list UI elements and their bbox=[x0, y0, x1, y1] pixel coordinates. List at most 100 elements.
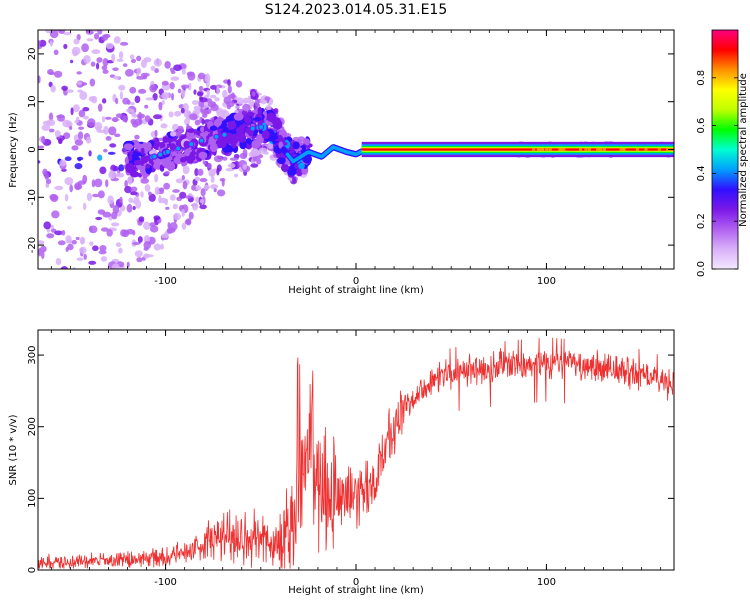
colorbar: 0.0 0.2 0.4 0.6 0.8 Normalized spectral ampl… bbox=[696, 29, 749, 277]
spectrogram-cell bbox=[136, 75, 146, 80]
spectrogram-cell bbox=[101, 116, 106, 123]
spectrogram-cell bbox=[60, 22, 68, 29]
spectrogram-ridge-cell bbox=[294, 163, 300, 169]
spectrogram-cell bbox=[130, 58, 137, 64]
spectrogram-cell bbox=[90, 61, 96, 67]
snr-x-tick-label: 100 bbox=[537, 577, 556, 588]
spectrogram-cell bbox=[138, 111, 142, 121]
spectrogram-cell bbox=[169, 194, 176, 201]
spectrogram-cell bbox=[76, 257, 84, 261]
spectrogram-cell bbox=[161, 100, 165, 105]
spectrogram-cell bbox=[99, 244, 107, 252]
spectrogram-cell bbox=[170, 76, 180, 81]
spectrogram-cell bbox=[42, 0, 50, 3]
spectrogram-cell bbox=[57, 240, 66, 246]
spectrogram-cell bbox=[129, 54, 135, 60]
spectrogram-cell bbox=[49, 30, 59, 39]
spectrogram-cell bbox=[41, 124, 51, 132]
spectrogram-cell bbox=[227, 93, 236, 99]
spectrogram-cell bbox=[90, 287, 93, 294]
colorbar-gradient bbox=[712, 30, 738, 269]
spectrogram-cell bbox=[96, 57, 103, 63]
spectrogram-cell bbox=[106, 229, 113, 237]
spectrogram-cell bbox=[194, 185, 202, 191]
spectrogram-cell bbox=[38, 240, 45, 245]
spectrogram-peak-cell bbox=[157, 151, 164, 158]
spectrogram-carrier-speck bbox=[602, 148, 606, 151]
spectrogram-carrier-speck bbox=[558, 148, 562, 151]
spectrogram-cell bbox=[104, 116, 112, 120]
spectrogram-ridge-cell bbox=[257, 106, 262, 116]
spectrogram-carrier-speck bbox=[561, 148, 565, 151]
spectrogram-cell bbox=[101, 65, 108, 71]
spectrogram-cell bbox=[66, 89, 74, 93]
spectrogram-cell bbox=[45, 183, 50, 188]
spectrogram-cell bbox=[169, 222, 178, 231]
spectrogram-cell bbox=[92, 193, 100, 198]
spectrogram-cell bbox=[71, 145, 79, 151]
spectrogram-cell bbox=[214, 97, 220, 102]
spectrogram-cell bbox=[88, 260, 97, 265]
spectrogram-y-tick-label: 20 bbox=[27, 48, 38, 61]
colorbar-tick-label: 0.4 bbox=[696, 165, 707, 181]
spectrogram-ridge-cell bbox=[266, 112, 276, 123]
spectrogram-cell bbox=[48, 112, 54, 122]
spectrogram-cell bbox=[201, 118, 205, 125]
spectrogram-ridge-cell bbox=[217, 139, 227, 149]
spectrogram-cell bbox=[96, 126, 102, 133]
spectrogram-ridge-cell bbox=[154, 137, 159, 143]
spectrogram-cell bbox=[76, 71, 82, 75]
spectrogram-cell bbox=[234, 105, 241, 109]
spectrogram-cell bbox=[63, 269, 71, 276]
spectrogram-cell bbox=[51, 285, 58, 290]
spectrogram-cell bbox=[127, 176, 133, 185]
spectrogram-cell bbox=[51, 210, 60, 219]
spectrogram-cell bbox=[242, 103, 251, 112]
spectrogram-cell bbox=[55, 257, 62, 266]
spectrogram-cell bbox=[115, 97, 119, 105]
spectrogram-cell bbox=[85, 292, 94, 295]
spectrogram-cell bbox=[82, 202, 87, 211]
spectrogram-cell bbox=[198, 85, 204, 91]
spectrogram-cell bbox=[219, 177, 226, 182]
spectrogram-cell bbox=[65, 235, 72, 244]
spectrogram-cell bbox=[62, 119, 71, 128]
spectrogram-cell bbox=[131, 121, 139, 128]
spectrogram-cell bbox=[70, 107, 74, 116]
spectrogram-cell bbox=[124, 186, 133, 194]
spectrogram-cell bbox=[80, 274, 86, 280]
spectrogram-ridge-cell bbox=[140, 147, 145, 156]
spectrogram-cell bbox=[105, 42, 114, 50]
spectrogram-carrier-speck bbox=[578, 148, 582, 151]
spectrogram-cell bbox=[39, 39, 47, 47]
spectrogram-cell bbox=[38, 160, 41, 164]
spectrogram-cell bbox=[69, 125, 73, 131]
spectrogram-carrier-speck bbox=[666, 148, 670, 151]
spectrogram-carrier-speck bbox=[540, 148, 544, 151]
spectrogram-carrier-speck bbox=[596, 148, 600, 151]
spectrogram-cell bbox=[50, 194, 59, 202]
spectrogram-cell bbox=[87, 285, 94, 293]
spectrogram-cell bbox=[77, 131, 84, 140]
spectrogram-cell bbox=[240, 100, 249, 104]
spectrogram-cell bbox=[42, 283, 47, 292]
spectrogram-cell bbox=[111, 53, 116, 63]
spectrogram-ridge-cell bbox=[245, 137, 252, 144]
spectrogram-cell bbox=[154, 186, 160, 195]
spectrogram-cell bbox=[65, 246, 69, 252]
spectrogram-ridge-cell bbox=[170, 131, 177, 137]
spectrogram-ridge-cell bbox=[302, 138, 311, 145]
spectrogram-cell bbox=[61, 288, 65, 295]
spectrogram-cell bbox=[189, 113, 198, 121]
spectrogram-peak-cell bbox=[258, 124, 265, 131]
spectrogram-cell bbox=[89, 78, 96, 87]
spectrogram-cell bbox=[89, 284, 93, 289]
spectrogram-cell bbox=[66, 205, 72, 210]
spectrogram-cell bbox=[227, 85, 232, 94]
spectrogram-cell bbox=[74, 139, 84, 146]
snr-x-tick-label: 0 bbox=[353, 577, 359, 588]
spectrogram-cell bbox=[105, 179, 109, 188]
spectrogram-cell bbox=[149, 84, 157, 93]
spectrogram-carrier-speck bbox=[548, 148, 552, 151]
spectrogram-cell bbox=[199, 199, 205, 204]
